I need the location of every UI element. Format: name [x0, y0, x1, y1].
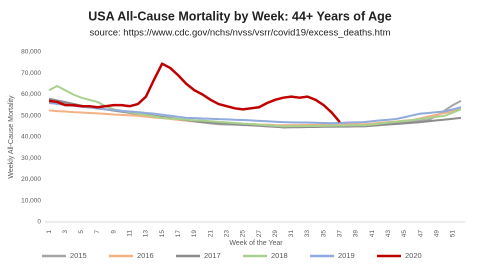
y-tick-label: 60,000 [21, 91, 41, 98]
legend-label: 2020 [405, 251, 422, 260]
chart-subtitle: source: https://www.cdc.gov/nchs/nvss/vs… [90, 28, 391, 39]
x-tick-label: 49 [433, 230, 440, 238]
x-tick-label: 29 [272, 230, 279, 238]
x-tick-label: 21 [207, 230, 214, 238]
legend-label: 2016 [137, 251, 154, 260]
x-tick-label: 33 [304, 230, 311, 238]
series-line [48, 97, 462, 129]
x-axis-title: Week of the Year [229, 240, 283, 247]
legend-label: 2019 [338, 251, 355, 260]
x-tick-label: 27 [256, 230, 263, 238]
series-line [48, 102, 462, 125]
x-tick-label: 43 [385, 230, 392, 238]
x-tick-label: 51 [450, 230, 457, 238]
y-axis-title: Weekly All-Cause Mortality [8, 95, 15, 179]
x-tick-label: 17 [175, 230, 182, 238]
x-tick-label: 23 [223, 230, 230, 238]
x-tick-label: 19 [191, 230, 198, 238]
y-tick-label: 50,000 [21, 112, 41, 119]
x-tick-label: 3 [62, 230, 69, 234]
x-tick-label: 25 [240, 230, 247, 238]
x-tick-label: 35 [320, 230, 327, 238]
x-tick-label: 7 [94, 230, 101, 234]
y-tick-label: 30,000 [21, 155, 41, 162]
x-tick-label: 39 [353, 230, 360, 238]
chart-title: USA All-Cause Mortality by Week: 44+ Yea… [88, 9, 392, 23]
x-tick-label: 13 [143, 230, 150, 238]
x-tick-label: 47 [417, 230, 424, 238]
x-tick-label: 5 [78, 230, 85, 234]
legend-label: 2017 [204, 251, 221, 260]
x-tick-label: 31 [288, 230, 295, 238]
series-line [48, 62, 341, 123]
y-tick-label: 80,000 [21, 49, 41, 56]
legend-label: 2018 [271, 251, 288, 260]
x-tick-label: 45 [401, 230, 408, 238]
legend-label: 2015 [70, 251, 87, 260]
y-tick-label: 10,000 [21, 197, 41, 204]
y-tick-label: 40,000 [21, 134, 41, 141]
y-tick-label: 0 [37, 219, 41, 226]
x-tick-label: 41 [369, 230, 376, 238]
x-tick-label: 9 [110, 230, 117, 234]
x-tick-label: 1 [46, 230, 53, 234]
y-tick-label: 70,000 [21, 70, 41, 77]
x-tick-label: 15 [159, 230, 166, 238]
x-tick-label: 11 [127, 230, 134, 237]
y-tick-label: 20,000 [21, 176, 41, 183]
x-tick-label: 37 [337, 230, 344, 238]
